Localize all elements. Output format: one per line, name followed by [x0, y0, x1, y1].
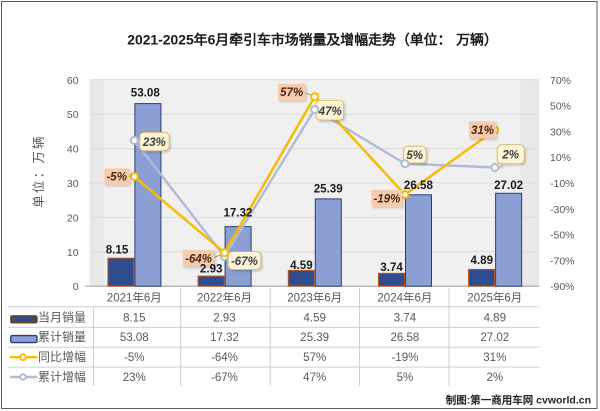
- svg-text:-90%: -90%: [550, 281, 575, 293]
- svg-text:50: 50: [67, 109, 79, 121]
- svg-text:制图:第一商用车网 cvworld.cn: 制图:第一商用车网 cvworld.cn: [446, 394, 591, 407]
- svg-text:26.58: 26.58: [404, 179, 434, 192]
- svg-text:-19%: -19%: [373, 193, 400, 205]
- svg-text:2023年6月: 2023年6月: [287, 291, 342, 305]
- svg-text:27.02: 27.02: [480, 332, 509, 344]
- svg-text:4.59: 4.59: [304, 312, 326, 324]
- svg-text:4.89: 4.89: [484, 312, 506, 324]
- svg-text:57%: 57%: [280, 87, 303, 99]
- svg-text:40: 40: [67, 144, 79, 156]
- svg-text:-70%: -70%: [550, 255, 575, 267]
- svg-text:17.32: 17.32: [223, 206, 252, 219]
- svg-text:累计增幅: 累计增幅: [38, 369, 86, 384]
- svg-text:2.93: 2.93: [213, 312, 235, 324]
- svg-text:47%: 47%: [303, 372, 326, 384]
- svg-text:2021年6月: 2021年6月: [107, 291, 162, 305]
- svg-text:8.15: 8.15: [123, 312, 145, 324]
- svg-text:57%: 57%: [303, 352, 326, 364]
- svg-text:2%: 2%: [501, 150, 519, 162]
- svg-text:23%: 23%: [142, 137, 166, 149]
- svg-text:10%: 10%: [550, 152, 571, 164]
- svg-text:当月销量: 当月销量: [38, 310, 86, 324]
- svg-text:2.93: 2.93: [200, 262, 223, 275]
- svg-text:26.58: 26.58: [391, 332, 420, 344]
- svg-text:30%: 30%: [550, 126, 571, 138]
- svg-text:8.15: 8.15: [106, 244, 129, 257]
- svg-text:-30%: -30%: [550, 204, 575, 216]
- svg-text:累计销量: 累计销量: [38, 330, 86, 344]
- svg-text:-5%: -5%: [124, 352, 144, 364]
- svg-text:4.89: 4.89: [471, 254, 494, 267]
- svg-text:3.74: 3.74: [394, 312, 417, 324]
- svg-text:31%: 31%: [483, 352, 506, 364]
- svg-text:0: 0: [73, 281, 79, 293]
- svg-text:70%: 70%: [550, 75, 571, 87]
- svg-text:2024年6月: 2024年6月: [377, 291, 432, 305]
- svg-text:10: 10: [67, 247, 79, 259]
- svg-text:2022年6月: 2022年6月: [197, 291, 252, 305]
- svg-text:-19%: -19%: [391, 352, 418, 364]
- svg-text:-64%: -64%: [185, 253, 212, 265]
- svg-text:23%: 23%: [123, 372, 146, 384]
- svg-text:-64%: -64%: [211, 352, 238, 364]
- svg-text:30: 30: [67, 178, 79, 190]
- svg-text:2025年6月: 2025年6月: [467, 291, 522, 305]
- svg-text:-5%: -5%: [106, 172, 126, 184]
- svg-text:25.39: 25.39: [314, 183, 344, 196]
- svg-text:31%: 31%: [471, 125, 494, 137]
- svg-text:53.08: 53.08: [120, 332, 149, 344]
- svg-text:17.32: 17.32: [210, 332, 239, 344]
- svg-text:5%: 5%: [397, 372, 414, 384]
- svg-text:20: 20: [67, 212, 79, 224]
- svg-text:-10%: -10%: [550, 178, 575, 190]
- svg-text:3.74: 3.74: [380, 261, 403, 274]
- svg-text:60: 60: [67, 75, 79, 87]
- svg-text:50%: 50%: [550, 101, 571, 113]
- svg-text:2%: 2%: [486, 372, 503, 384]
- svg-text:同比增幅: 同比增幅: [38, 349, 86, 364]
- svg-text:-50%: -50%: [550, 230, 575, 242]
- svg-text:2021-2025年6月牵引车市场销量及增幅走势（单位： 万: 2021-2025年6月牵引车市场销量及增幅走势（单位： 万辆）: [127, 31, 498, 47]
- svg-text:-67%: -67%: [211, 372, 238, 384]
- svg-text:53.08: 53.08: [131, 86, 161, 99]
- svg-text:25.39: 25.39: [300, 332, 329, 344]
- svg-text:4.59: 4.59: [290, 259, 313, 272]
- svg-text:5%: 5%: [406, 150, 423, 162]
- svg-text:单位：万辆: 单位：万辆: [31, 134, 46, 208]
- svg-text:-67%: -67%: [231, 256, 258, 268]
- svg-text:47%: 47%: [318, 106, 342, 118]
- svg-text:27.02: 27.02: [494, 179, 523, 192]
